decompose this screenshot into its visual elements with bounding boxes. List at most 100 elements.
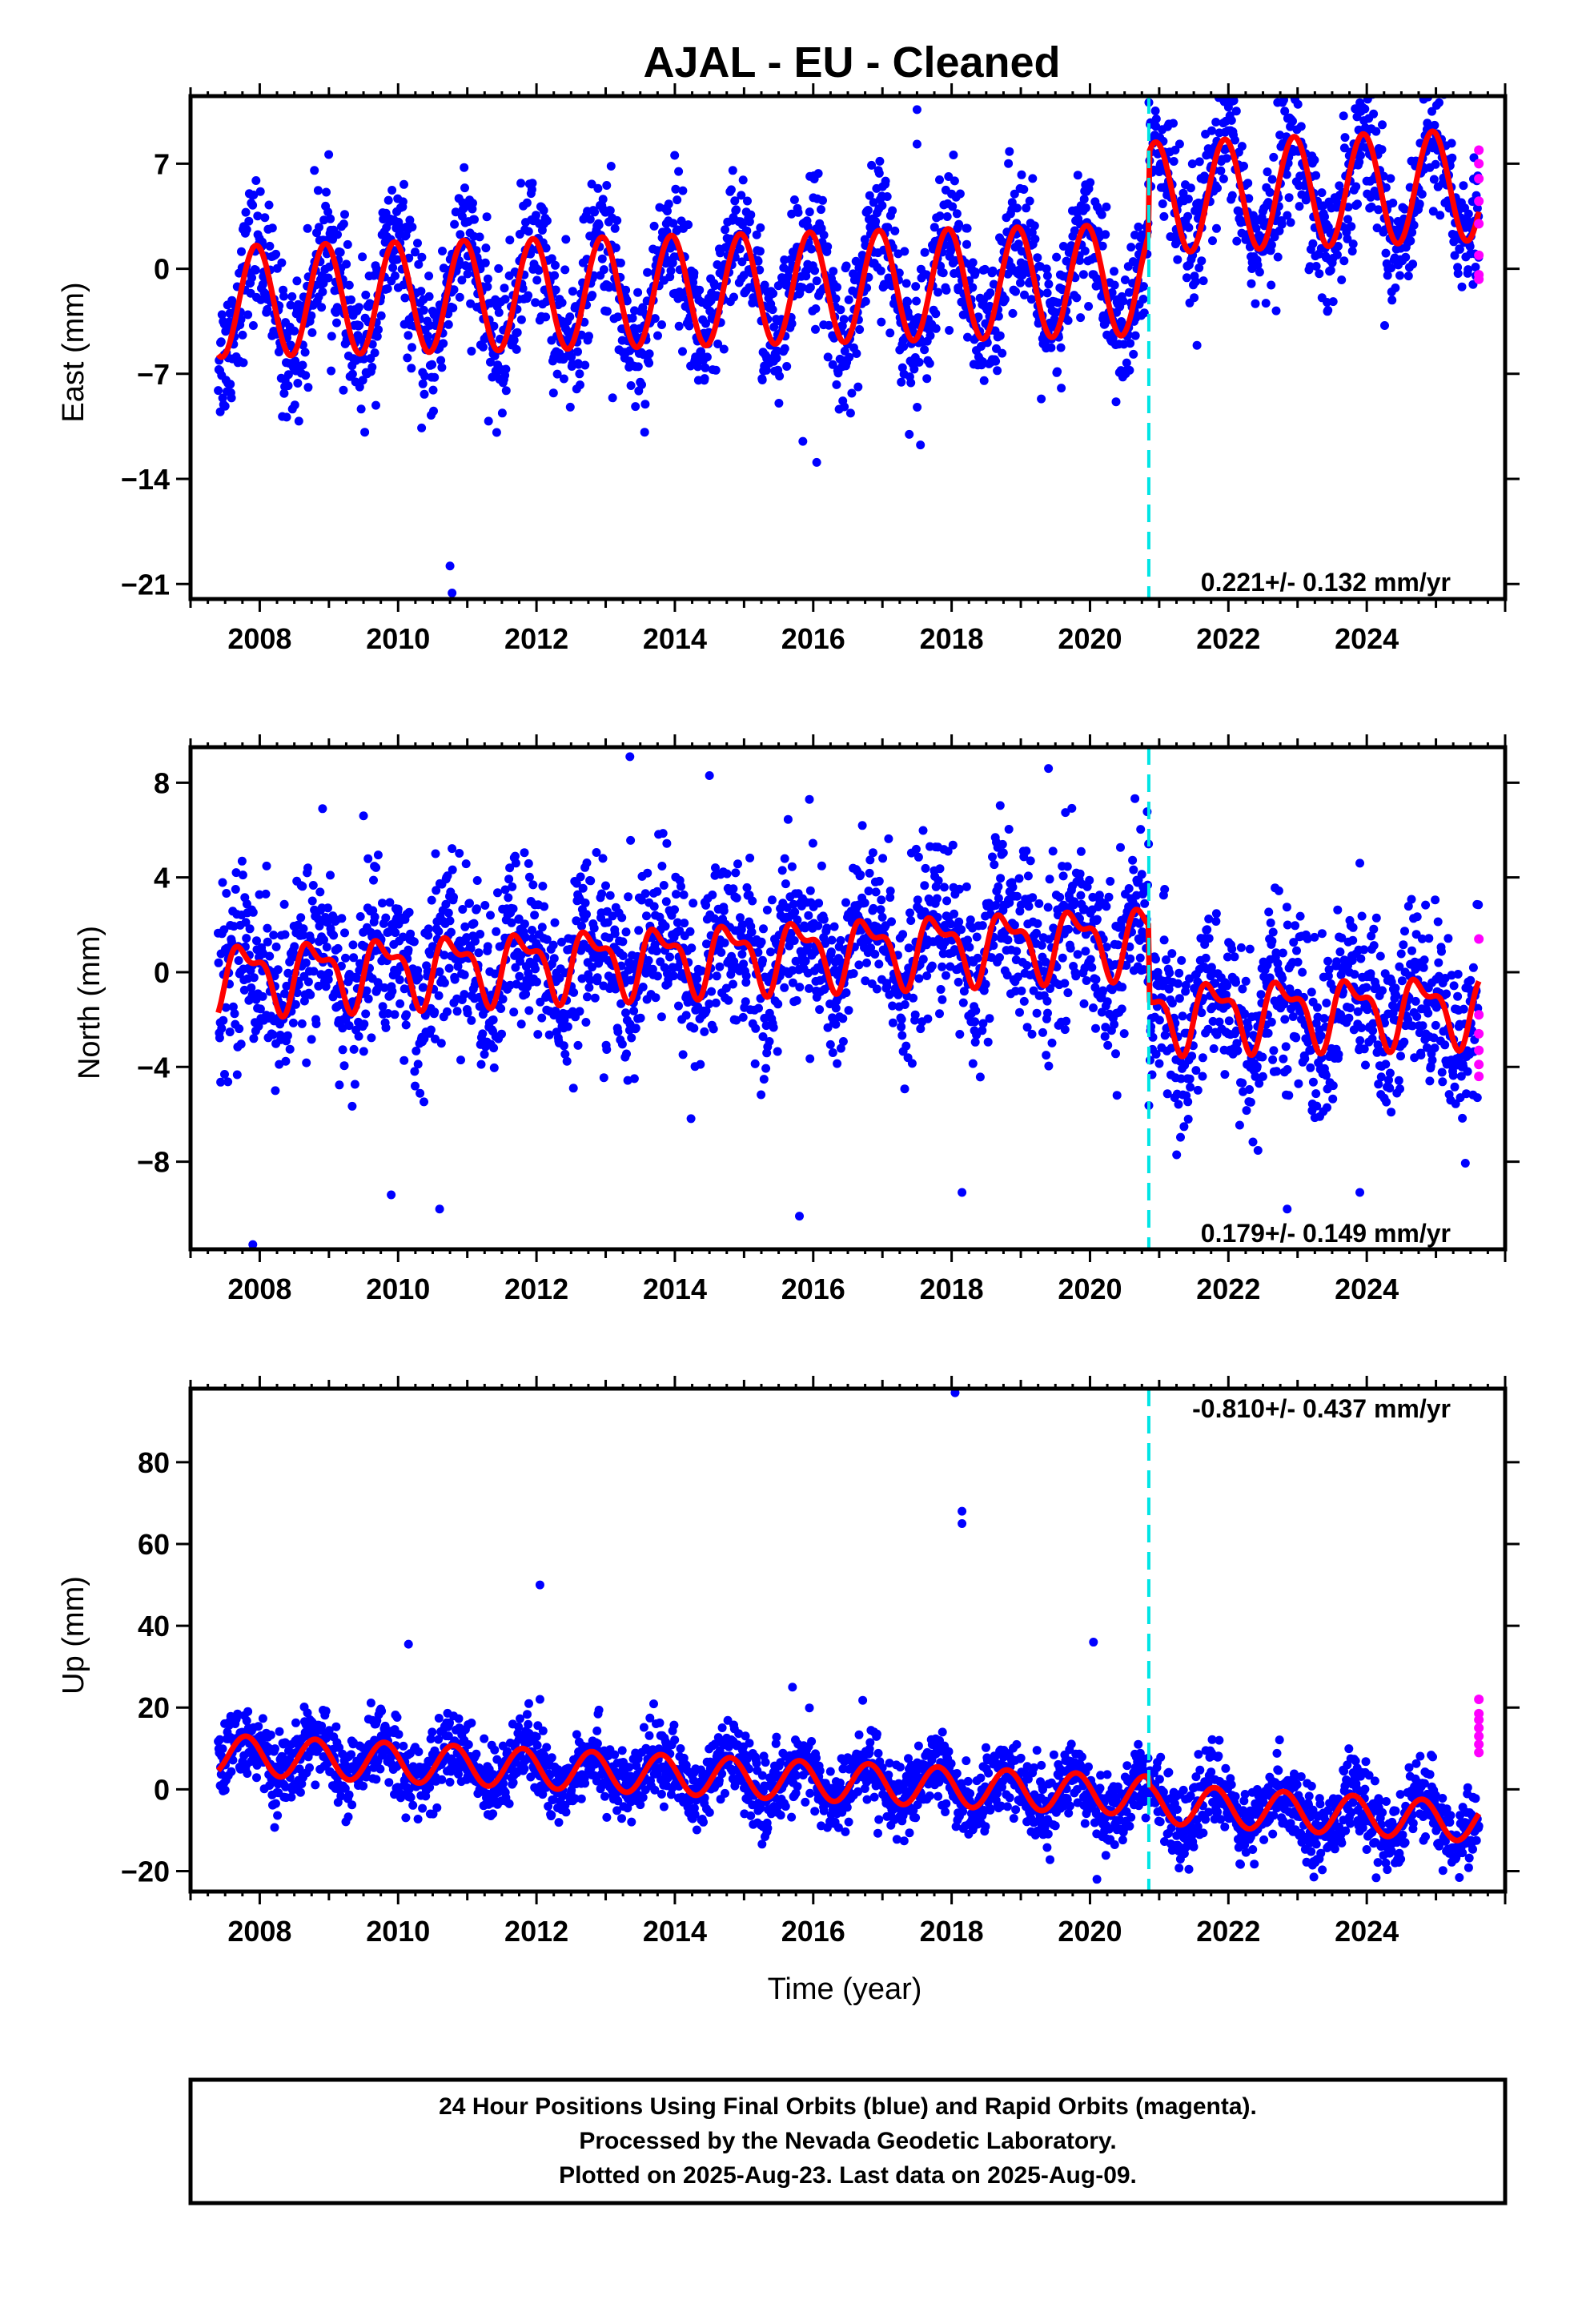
north-final-point — [745, 853, 755, 862]
north-final-point — [1027, 1029, 1037, 1039]
north-final-point — [1183, 1115, 1193, 1124]
north-final-point — [882, 982, 892, 991]
east-final-point — [1012, 203, 1022, 213]
east-final-point — [991, 356, 1001, 366]
east-final-point — [885, 328, 895, 338]
north-final-point — [460, 922, 470, 931]
north-final-point — [528, 880, 538, 890]
east-final-point — [248, 200, 258, 210]
north-final-point — [297, 1019, 307, 1028]
north-final-point — [741, 978, 751, 987]
north-final-point — [548, 940, 558, 950]
north-final-point — [1179, 1122, 1189, 1132]
north-final-point — [1204, 934, 1214, 943]
north-final-point — [557, 937, 566, 947]
east-final-point — [370, 348, 379, 358]
east-final-point — [494, 308, 504, 317]
north-final-point — [1048, 846, 1058, 856]
north-final-point — [831, 1019, 841, 1029]
east-final-point — [524, 291, 533, 300]
north-final-point — [563, 1022, 572, 1031]
north-final-point — [1178, 1011, 1187, 1021]
north-final-point — [521, 989, 531, 999]
east-final-point — [290, 400, 299, 410]
east-final-point — [244, 216, 254, 226]
north-final-point — [736, 913, 745, 923]
east-final-point — [1028, 174, 1038, 183]
north-final-point — [801, 956, 810, 966]
east-final-point — [1407, 227, 1417, 237]
east-final-point — [548, 388, 558, 398]
north-final-point — [271, 1086, 280, 1096]
east-outlier-point — [912, 139, 921, 149]
east-final-point — [418, 379, 428, 388]
north-final-point — [1038, 1027, 1047, 1037]
east-final-point — [729, 292, 738, 302]
east-final-point — [356, 404, 366, 414]
east-final-point — [735, 244, 745, 254]
east-outlier-point — [448, 589, 457, 598]
north-final-point — [670, 905, 679, 915]
east-final-point — [1016, 278, 1025, 287]
north-final-point — [773, 999, 783, 1009]
north-final-point — [480, 901, 490, 910]
north-final-point — [281, 1056, 291, 1066]
north-final-point — [449, 892, 458, 902]
north-final-point — [921, 863, 930, 873]
north-final-point — [367, 1033, 376, 1043]
east-final-point — [551, 285, 560, 295]
east-final-point — [1227, 115, 1236, 125]
north-final-point — [1173, 979, 1182, 988]
north-final-point — [350, 1080, 359, 1089]
north-final-point — [994, 882, 1003, 891]
east-final-point — [565, 402, 575, 412]
north-final-point — [1220, 1070, 1230, 1080]
east-final-point — [251, 176, 261, 185]
east-final-point — [532, 211, 540, 220]
east-final-point — [905, 429, 914, 439]
north-final-point — [578, 883, 588, 893]
east-final-point — [684, 220, 693, 230]
north-final-point — [1253, 1146, 1263, 1155]
north-final-point — [731, 868, 741, 878]
north-final-point — [1128, 855, 1138, 865]
east-final-point — [931, 324, 941, 333]
east-final-point — [1273, 252, 1283, 262]
north-final-point — [1211, 917, 1221, 926]
north-final-point — [1070, 897, 1079, 907]
east-final-point — [789, 195, 799, 204]
east-final-point — [653, 331, 662, 340]
north-final-point — [629, 1006, 639, 1015]
north-final-point — [1136, 825, 1146, 834]
east-plot-area — [214, 96, 1484, 598]
east-final-point — [845, 408, 855, 418]
east-outlier-point — [445, 561, 455, 571]
north-final-point — [469, 919, 479, 928]
east-final-point — [819, 231, 829, 239]
east-final-point — [949, 151, 958, 159]
north-final-point — [1086, 955, 1095, 964]
east-final-point — [1208, 236, 1217, 246]
east-final-point — [829, 267, 838, 276]
north-final-point — [786, 929, 796, 938]
east-final-point — [1265, 187, 1275, 197]
east-final-point — [283, 370, 293, 380]
north-final-point — [1176, 1074, 1186, 1084]
east-final-point — [417, 423, 427, 432]
north-final-point — [319, 935, 328, 945]
east-final-point — [298, 360, 307, 370]
north-final-point — [323, 975, 333, 984]
north-final-point — [480, 1050, 489, 1059]
north-final-point — [700, 1027, 709, 1036]
east-final-point — [501, 364, 511, 374]
north-final-point — [434, 927, 444, 936]
north-final-point — [962, 882, 971, 891]
north-final-point — [864, 887, 873, 896]
north-final-point — [242, 934, 251, 943]
north-final-point — [1064, 924, 1074, 934]
east-final-point — [374, 325, 383, 335]
east-final-point — [780, 255, 789, 264]
north-final-point — [1162, 955, 1170, 964]
north-final-point — [732, 893, 741, 903]
